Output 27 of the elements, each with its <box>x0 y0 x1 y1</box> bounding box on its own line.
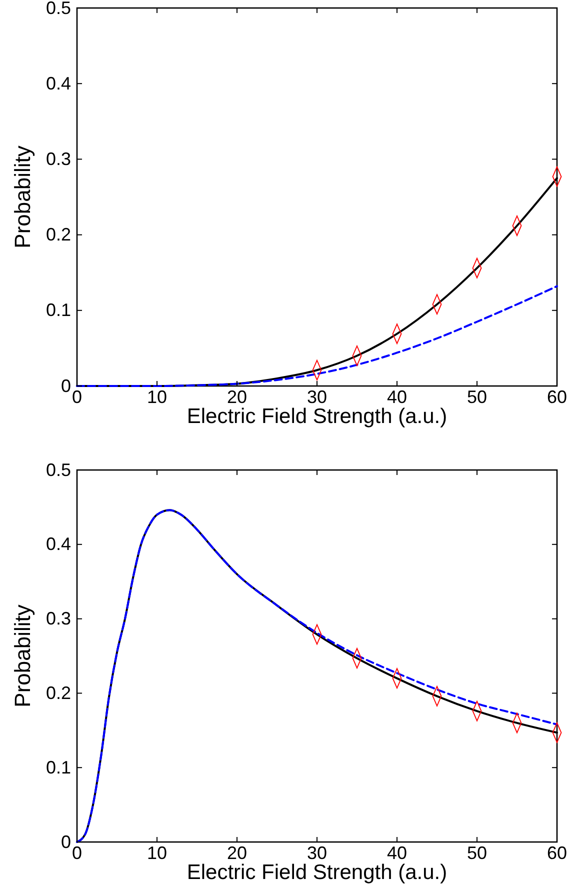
x-axis-title: Electric Field Strength (a.u.) <box>186 861 448 884</box>
y-tick-label: 0.2 <box>46 682 71 703</box>
x-tick-label: 30 <box>306 842 328 863</box>
x-tick-label: 20 <box>226 842 248 863</box>
y-tick-label: 0.3 <box>46 608 71 629</box>
x-tick-label: 40 <box>386 386 408 407</box>
x-axis-title: Electric Field Strength (a.u.) <box>186 405 448 428</box>
x-tick-label: 20 <box>226 386 248 407</box>
x-tick-label: 60 <box>546 842 568 863</box>
y-axis-title: Probability <box>10 604 35 708</box>
y-tick-label: 0.3 <box>46 148 71 169</box>
y-tick-label: 0.1 <box>46 757 71 778</box>
x-tick-label: 10 <box>146 386 168 407</box>
line-series <box>76 285 558 387</box>
y-tick-label: 0.5 <box>46 0 71 18</box>
x-tick-label: 40 <box>386 842 408 863</box>
y-tick-label: 0.2 <box>46 224 71 245</box>
y-tick-label: 0.5 <box>46 460 71 480</box>
y-tick-label: 0.4 <box>46 534 71 554</box>
x-tick-label: 50 <box>466 842 488 863</box>
y-tick-label: 0.1 <box>46 300 71 320</box>
x-tick-label: 30 <box>306 386 328 407</box>
x-tick-label: 50 <box>466 386 488 407</box>
y-axis-title: Probability <box>10 146 35 248</box>
y-tick-label: 0.4 <box>46 73 71 94</box>
x-tick-label: 10 <box>146 842 168 863</box>
x-tick-label: 60 <box>546 386 568 407</box>
